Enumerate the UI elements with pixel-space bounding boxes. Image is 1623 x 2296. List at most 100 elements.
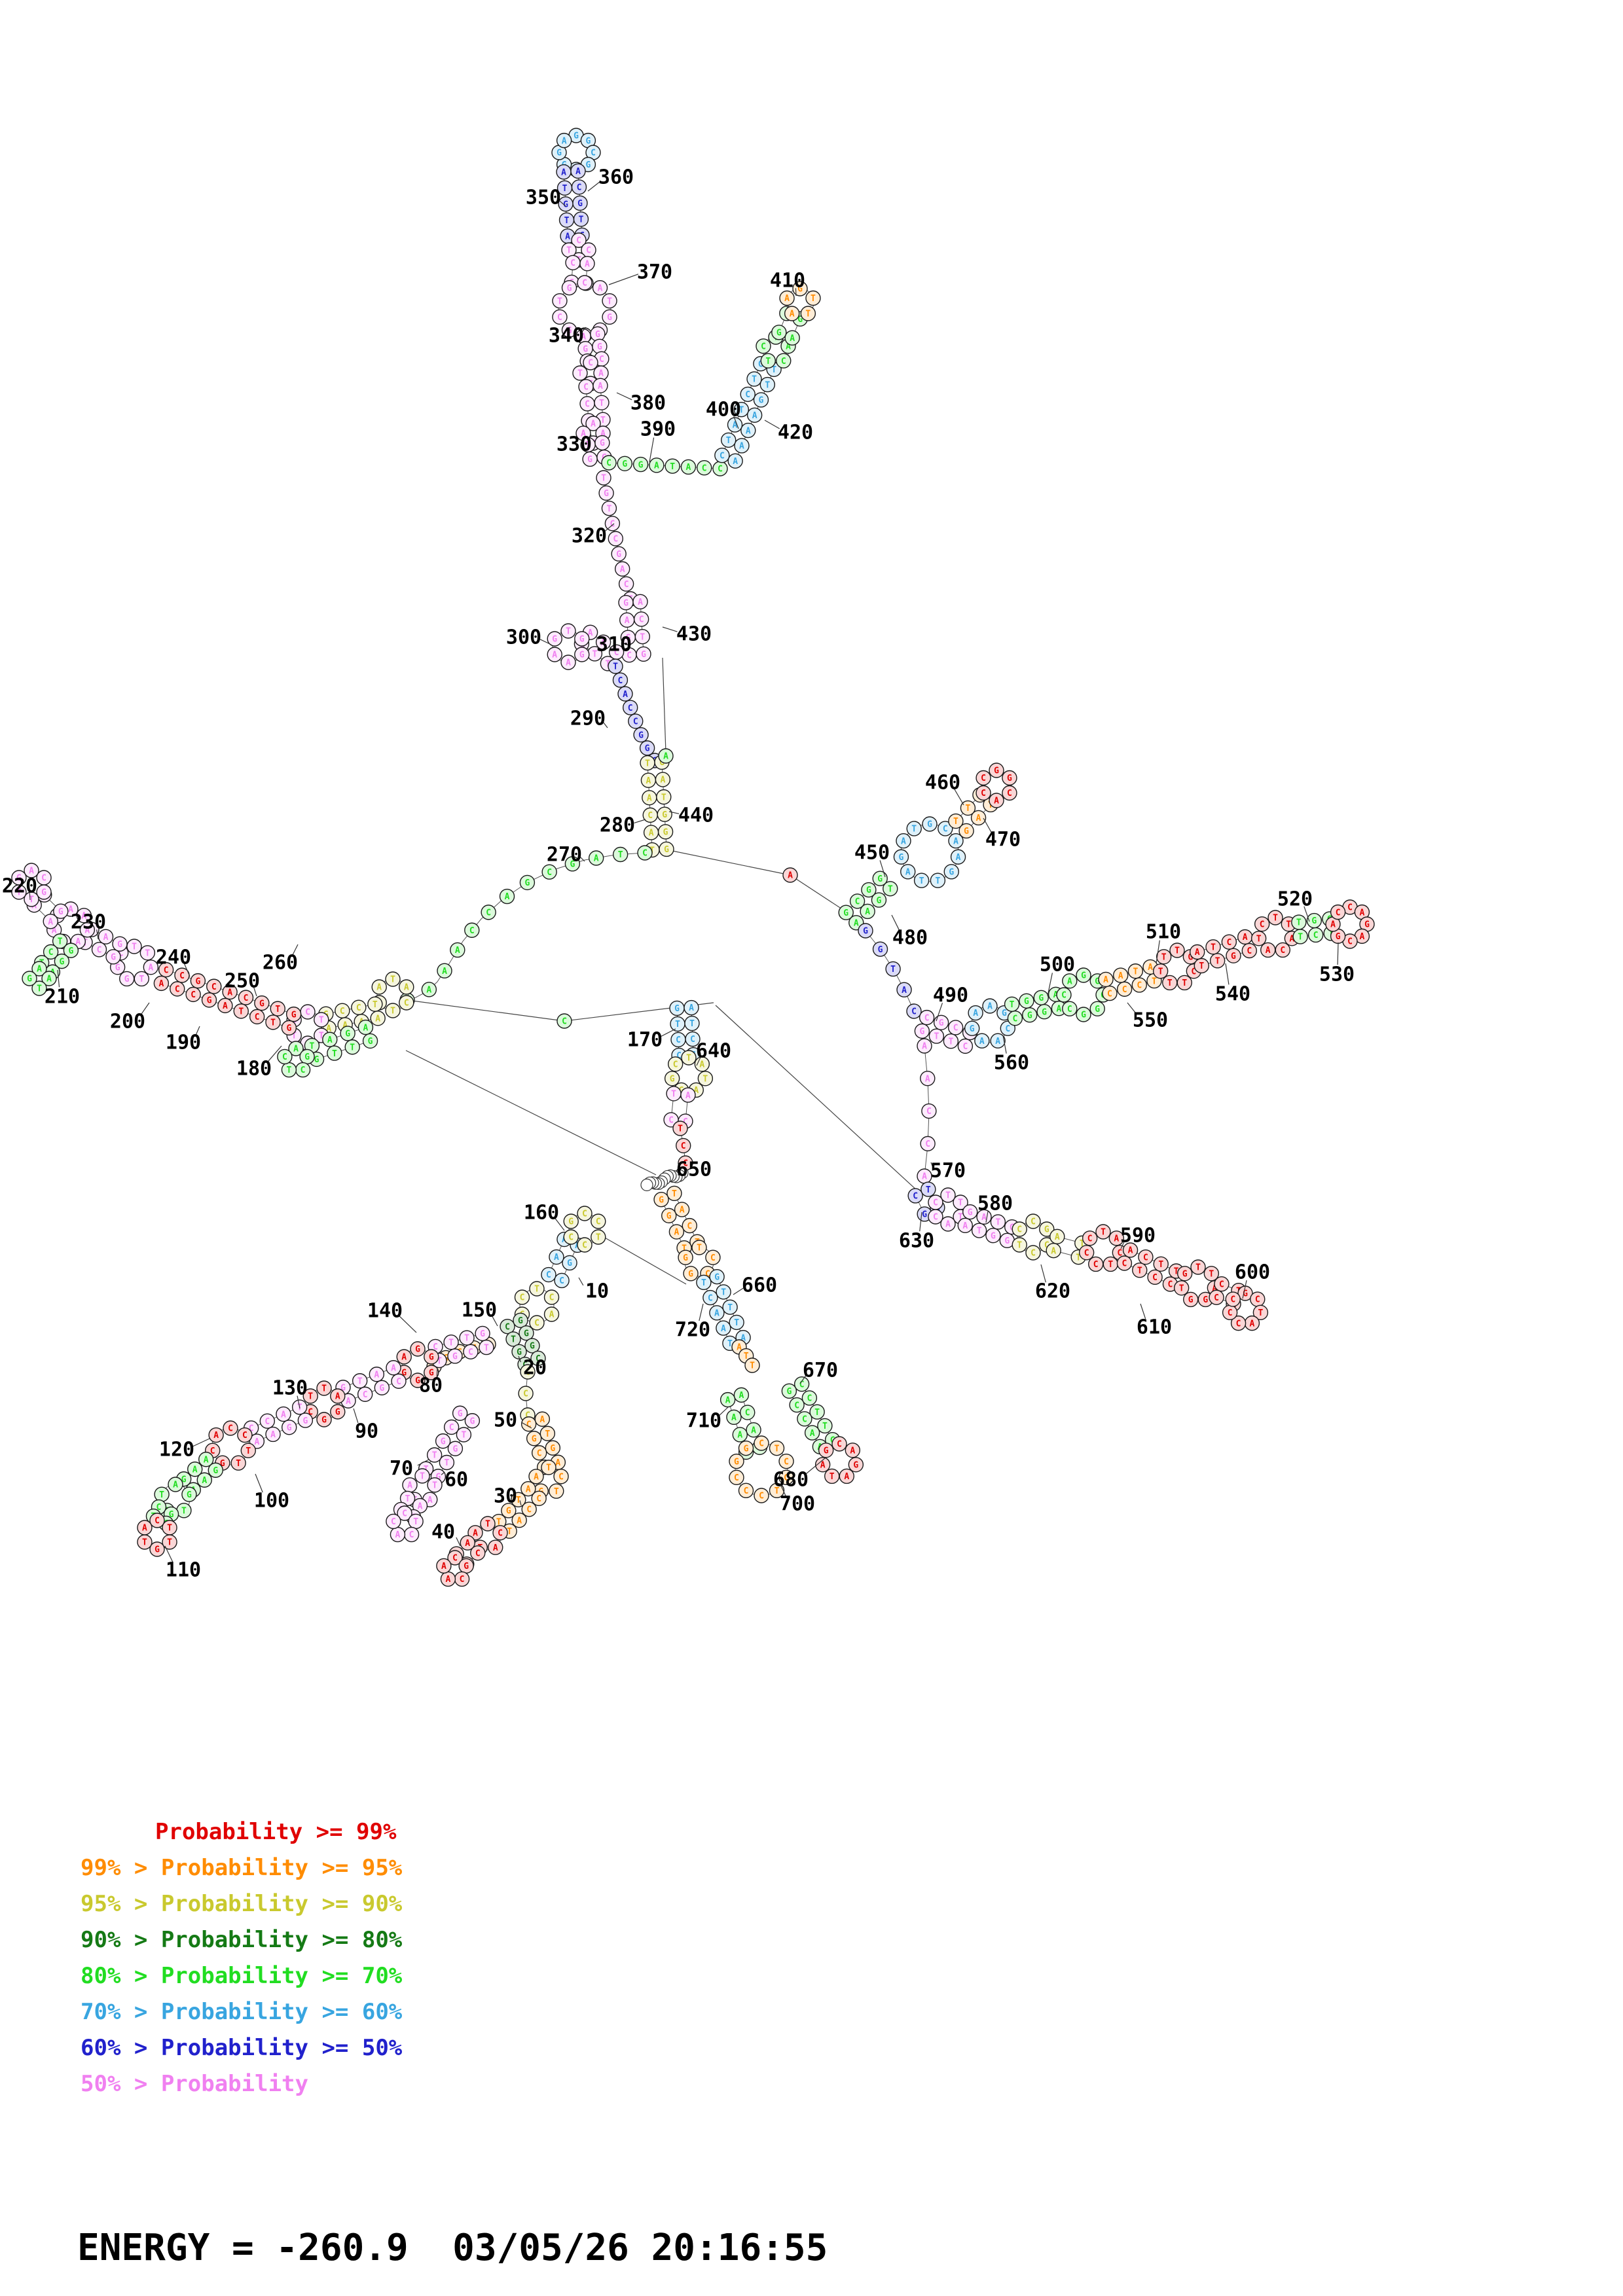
svg-text:C: C bbox=[802, 1415, 807, 1425]
svg-text:G: G bbox=[574, 132, 579, 141]
svg-text:A: A bbox=[281, 1410, 286, 1420]
sequence-position-label: 510 bbox=[1146, 921, 1181, 944]
svg-text:A: A bbox=[581, 332, 586, 342]
svg-text:A: A bbox=[173, 1480, 178, 1490]
svg-text:T: T bbox=[752, 375, 757, 385]
svg-text:A: A bbox=[591, 420, 596, 429]
sequence-position-label: 570 bbox=[930, 1160, 966, 1183]
svg-text:A: A bbox=[46, 975, 52, 984]
svg-text:C: C bbox=[639, 615, 644, 625]
svg-text:C: C bbox=[559, 1276, 564, 1286]
svg-text:G: G bbox=[415, 1345, 420, 1355]
svg-text:G: G bbox=[597, 342, 602, 352]
sequence-position-label: 10 bbox=[585, 1280, 609, 1303]
sequence-position-label: 490 bbox=[933, 984, 968, 1007]
svg-text:G: G bbox=[27, 975, 32, 984]
overlapping-coil bbox=[640, 1166, 689, 1191]
svg-text:T: T bbox=[511, 1335, 516, 1345]
svg-text:C: C bbox=[391, 1517, 396, 1527]
svg-text:G: G bbox=[16, 874, 22, 884]
svg-text:A: A bbox=[555, 1458, 560, 1468]
sequence-position-label: 630 bbox=[899, 1230, 934, 1253]
sequence-position-label: 230 bbox=[71, 911, 106, 934]
svg-text:T: T bbox=[1258, 1308, 1263, 1318]
svg-text:C: C bbox=[690, 1035, 695, 1045]
svg-text:A: A bbox=[790, 334, 795, 344]
svg-text:A: A bbox=[973, 1009, 978, 1018]
svg-text:G: G bbox=[863, 927, 868, 937]
svg-text:T: T bbox=[775, 1444, 780, 1454]
svg-text:G: G bbox=[899, 853, 904, 863]
svg-text:T: T bbox=[890, 965, 896, 975]
svg-text:G: G bbox=[587, 455, 593, 465]
svg-text:G: G bbox=[1095, 977, 1100, 986]
svg-text:A: A bbox=[731, 1413, 737, 1423]
svg-text:G: G bbox=[623, 598, 629, 608]
svg-text:C: C bbox=[1230, 1295, 1235, 1305]
svg-text:A: A bbox=[752, 411, 757, 421]
svg-text:G: G bbox=[1044, 1225, 1049, 1235]
svg-text:C: C bbox=[586, 246, 591, 256]
svg-text:A: A bbox=[426, 986, 431, 996]
svg-text:C: C bbox=[1005, 1024, 1010, 1034]
svg-text:A: A bbox=[844, 1472, 849, 1482]
svg-text:A: A bbox=[1128, 1246, 1133, 1256]
svg-text:C: C bbox=[409, 1530, 414, 1540]
svg-text:G: G bbox=[415, 1376, 420, 1386]
svg-text:C: C bbox=[546, 1270, 551, 1280]
svg-text:T: T bbox=[534, 1285, 539, 1295]
svg-text:G: G bbox=[452, 1352, 458, 1362]
svg-text:T: T bbox=[618, 850, 623, 860]
svg-text:G: G bbox=[670, 1074, 675, 1084]
svg-text:C: C bbox=[1228, 1308, 1233, 1318]
svg-text:C: C bbox=[1061, 991, 1067, 1001]
svg-text:G: G bbox=[287, 1423, 292, 1433]
svg-text:C: C bbox=[614, 648, 619, 658]
svg-text:G: G bbox=[577, 199, 583, 209]
svg-text:G: G bbox=[335, 1408, 340, 1418]
svg-text:A: A bbox=[1053, 990, 1059, 1000]
svg-text:C: C bbox=[537, 1448, 542, 1458]
svg-text:T: T bbox=[1298, 933, 1303, 942]
svg-text:G: G bbox=[607, 313, 612, 323]
svg-text:T: T bbox=[805, 310, 811, 319]
svg-text:A: A bbox=[561, 168, 566, 177]
svg-text:G: G bbox=[1007, 774, 1012, 783]
svg-text:A: A bbox=[902, 986, 907, 996]
helix-stem: AG AC GG TG bbox=[838, 870, 898, 931]
sequence-position-label: 180 bbox=[236, 1058, 272, 1081]
svg-text:A: A bbox=[565, 232, 570, 242]
svg-text:C: C bbox=[525, 1411, 530, 1421]
svg-text:G: G bbox=[187, 1490, 192, 1500]
svg-text:T: T bbox=[814, 1408, 820, 1418]
sequence-position-label: 340 bbox=[549, 325, 584, 348]
svg-text:C: C bbox=[396, 1377, 401, 1387]
svg-text:A: A bbox=[820, 1460, 826, 1470]
svg-text:C: C bbox=[784, 1473, 789, 1483]
svg-text:A: A bbox=[680, 1206, 685, 1215]
svg-text:A: A bbox=[739, 1391, 744, 1401]
svg-text:T: T bbox=[1286, 920, 1291, 929]
svg-text:T: T bbox=[319, 1016, 324, 1026]
sequence-position-label: 210 bbox=[45, 986, 80, 1009]
svg-text:A: A bbox=[428, 1496, 433, 1505]
svg-text:A: A bbox=[594, 854, 599, 864]
svg-text:G: G bbox=[291, 1010, 297, 1020]
svg-text:G: G bbox=[797, 315, 803, 325]
svg-text:C: C bbox=[1044, 1241, 1049, 1251]
svg-text:A: A bbox=[539, 1415, 545, 1425]
svg-text:C: C bbox=[710, 1253, 716, 1263]
svg-text:G: G bbox=[563, 200, 568, 209]
svg-text:G: G bbox=[970, 1024, 975, 1034]
svg-text:G: G bbox=[994, 766, 999, 776]
svg-text:G: G bbox=[524, 1329, 529, 1338]
svg-text:A: A bbox=[1289, 934, 1294, 944]
